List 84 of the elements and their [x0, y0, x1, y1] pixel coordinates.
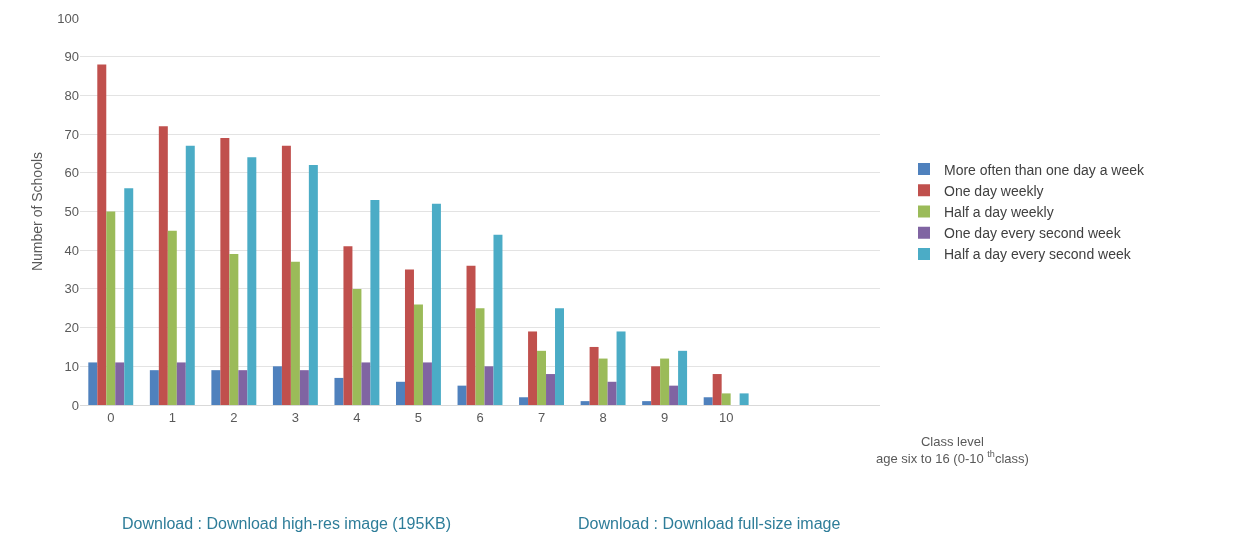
legend-label: Half a day every second week: [944, 246, 1132, 263]
y-tick-label: 50: [64, 204, 79, 220]
bar: [167, 230, 177, 405]
bar: [466, 265, 476, 405]
bar: [396, 381, 405, 405]
y-tick-label: 80: [64, 87, 79, 103]
bar: [97, 64, 107, 405]
bar: [519, 397, 529, 405]
bar: [651, 366, 661, 405]
legend-label: Half a day weekly: [944, 203, 1054, 220]
y-tick-label: 70: [64, 126, 79, 142]
legend-label: More often than one day a week: [944, 161, 1146, 178]
bar: [290, 261, 300, 405]
bar: [281, 145, 291, 405]
bar: [703, 397, 713, 405]
bar: [739, 393, 749, 405]
text: Download : Download full-size image: [578, 515, 841, 532]
bar: [247, 157, 257, 405]
bar: [352, 288, 362, 405]
bar: [229, 254, 239, 405]
x-tick-label: 8: [599, 409, 607, 425]
x-tick-label: 2: [230, 409, 238, 425]
bar: [176, 362, 186, 405]
bar: [115, 362, 125, 405]
bar: [493, 234, 503, 405]
bar: [580, 401, 590, 405]
bar: [642, 401, 652, 405]
x-tick-label: 6: [476, 409, 484, 425]
bar: [598, 358, 608, 405]
bar: [422, 362, 432, 405]
y-tick-label: 0: [71, 397, 79, 413]
bar: [211, 370, 221, 405]
bar: [308, 165, 318, 405]
y-tick-label: 60: [64, 165, 79, 181]
x-tick-label: 4: [353, 409, 361, 425]
bar: [299, 370, 309, 405]
bar: [124, 188, 134, 405]
bar: [589, 346, 599, 405]
bar: [669, 385, 679, 405]
y-tick-label: 30: [64, 281, 79, 297]
x-tick-label: 3: [291, 409, 299, 425]
bar: [404, 269, 414, 405]
y-tick-label: 20: [64, 320, 79, 336]
bar: [334, 377, 344, 405]
x-tick-label: 0: [107, 409, 115, 425]
bar: [220, 137, 230, 405]
bar: [272, 366, 282, 405]
x-tick-label: 7: [537, 409, 546, 425]
bar: [616, 331, 626, 405]
x-tick-label: 1: [168, 409, 176, 425]
bar: [370, 199, 380, 405]
y-tick-label: 100: [57, 10, 79, 26]
bar: [528, 331, 538, 405]
x-axis-title: Class level age six to 16 (0-10 $^{th}$class): [876, 434, 1029, 466]
y-tick-label: 40: [64, 242, 79, 258]
bar: [721, 393, 731, 405]
bar: [678, 350, 688, 405]
bar: [712, 374, 722, 405]
bar: [607, 381, 617, 405]
x-tick-label: 9: [661, 409, 669, 425]
bar: [88, 362, 98, 405]
bar: [555, 308, 564, 405]
bar: [185, 145, 195, 405]
bar: [158, 126, 168, 405]
bar: [343, 246, 353, 405]
y-tick-label: 10: [64, 358, 79, 374]
bar: [238, 370, 248, 405]
bar: [546, 374, 556, 405]
bar: [660, 358, 670, 405]
bar: [149, 370, 159, 405]
bar: [484, 366, 494, 405]
y-tick-label: 90: [64, 49, 79, 65]
y-axis-title: Number of Schools: [29, 151, 45, 272]
bar: [361, 362, 371, 405]
bar: [457, 385, 467, 405]
x-tick-label: 10: [718, 409, 734, 425]
bar: [106, 211, 116, 405]
x-tick-label: 5: [414, 409, 423, 425]
bar: [413, 304, 423, 405]
text: Download : Download high-res image (195KB): [122, 515, 452, 532]
legend-label: One day every second week: [944, 225, 1122, 242]
bar: [431, 203, 441, 405]
legend-label: One day weekly: [944, 182, 1044, 199]
bar: [537, 350, 547, 405]
